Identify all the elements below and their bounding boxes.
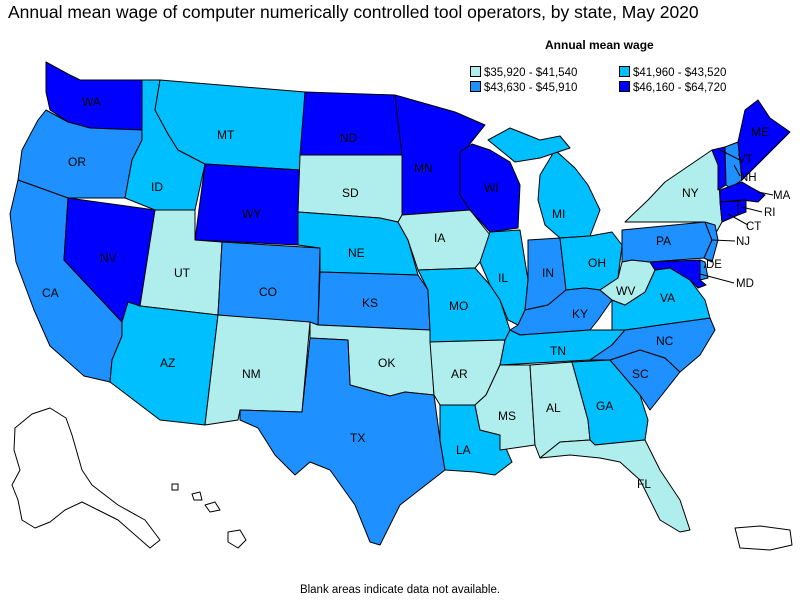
state-label-OR: OR [68,155,86,169]
state-label-CT: CT [746,221,761,233]
state-label-SD: SD [342,186,359,200]
state-label-MD: MD [736,278,754,290]
legend-label-bin-3: $43,630 - $45,910 [484,82,578,94]
state-label-AL: AL [546,401,561,415]
legend-item-bin-4: $46,160 - $64,720 [619,81,726,94]
state-label-VA: VA [660,291,675,305]
leader-line-DE [703,263,707,269]
state-label-WA: WA [82,95,101,109]
state-label-PA: PA [656,234,671,248]
state-label-KS: KS [362,296,378,310]
legend-label-bin-4: $46,160 - $64,720 [633,82,727,94]
state-label-NE: NE [348,246,365,260]
state-label-GA: GA [596,399,613,413]
legend-item-bin-2: $41,960 - $43,520 [619,66,726,79]
state-label-MA: MA [773,190,791,202]
legend-item-bin-1: $35,920 - $41,540 [470,66,577,79]
hawaii-shape-4 [171,483,179,491]
state-label-MT: MT [217,128,235,142]
leader-line-MD [699,273,735,284]
leader-line-NH [733,164,741,177]
state-label-IL: IL [498,271,508,285]
state-label-NM: NM [242,367,261,381]
state-VT[interactable] [711,146,727,191]
state-label-FL: FL [637,477,651,491]
state-label-RI: RI [764,207,776,219]
state-label-ME: ME [751,125,769,139]
state-label-NH: NH [740,172,757,184]
state-label-WY: WY [242,207,261,221]
state-label-ID: ID [151,180,163,194]
hawaii-shape-2 [204,501,221,513]
state-label-WV: WV [616,284,635,298]
legend-swatch-bin-4 [619,81,630,92]
state-TX[interactable] [239,337,446,546]
hawaii-shape-1 [227,529,247,549]
state-IL[interactable] [479,229,529,326]
state-MD[interactable] [649,259,707,289]
state-label-DE: DE [706,259,722,271]
leader-line-RI [741,206,763,213]
state-label-IN: IN [542,266,554,280]
legend-item-bin-3: $43,630 - $45,910 [470,81,577,94]
state-MI[interactable] [537,149,601,239]
state-label-AZ: AZ [160,356,175,370]
state-CT[interactable] [719,200,739,223]
state-label-MN: MN [414,161,433,175]
state-label-NJ: NJ [736,236,750,248]
state-label-NC: NC [656,334,674,348]
leader-line-VT [719,149,741,161]
state-CO[interactable] [217,241,321,326]
state-label-IA: IA [434,231,445,245]
leader-line-MA [757,191,774,196]
state-ME[interactable] [737,99,791,181]
state-label-MS: MS [498,409,516,423]
legend-swatch-bin-3 [470,81,481,92]
state-WI[interactable] [459,143,521,233]
state-label-NY: NY [682,186,699,200]
leader-line-NJ [711,239,736,242]
state-label-KY: KY [572,307,588,321]
state-label-CO: CO [259,285,277,299]
state-label-ND: ND [340,131,358,145]
state-label-SC: SC [632,367,649,381]
map-title: Annual mean wage of computer numerically… [8,2,699,22]
state-MI-UP[interactable] [487,127,571,163]
state-label-TN: TN [550,344,566,358]
state-label-NV: NV [100,251,117,265]
state-ND[interactable] [299,91,403,156]
state-NC[interactable] [589,317,716,373]
state-FL[interactable] [539,439,691,533]
legend-swatch-bin-1 [470,66,481,77]
state-label-LA: LA [456,443,471,457]
hawaii-shape-3 [191,491,203,501]
leader-line-CT [727,213,749,226]
state-label-WI: WI [484,181,499,195]
footnote: Blank areas indicate data not available. [299,584,501,596]
state-WY[interactable] [194,163,301,246]
state-label-OK: OK [378,356,395,370]
state-label-CA: CA [42,286,59,300]
state-label-TX: TX [350,431,365,445]
alaska-shape [11,407,161,549]
state-label-UT: UT [174,266,191,280]
legend-label-bin-2: $41,960 - $43,520 [633,67,727,79]
state-label-MI: MI [552,207,565,221]
legend-title: Annual mean wage [545,38,654,52]
state-label-AR: AR [451,367,468,381]
puerto-rico-shape [734,525,793,551]
state-label-MO: MO [449,299,468,313]
state-label-OH: OH [588,256,606,270]
legend-swatch-bin-2 [619,66,630,77]
state-label-VT: VT [738,154,753,166]
legend-label-bin-1: $35,920 - $41,540 [484,67,578,79]
